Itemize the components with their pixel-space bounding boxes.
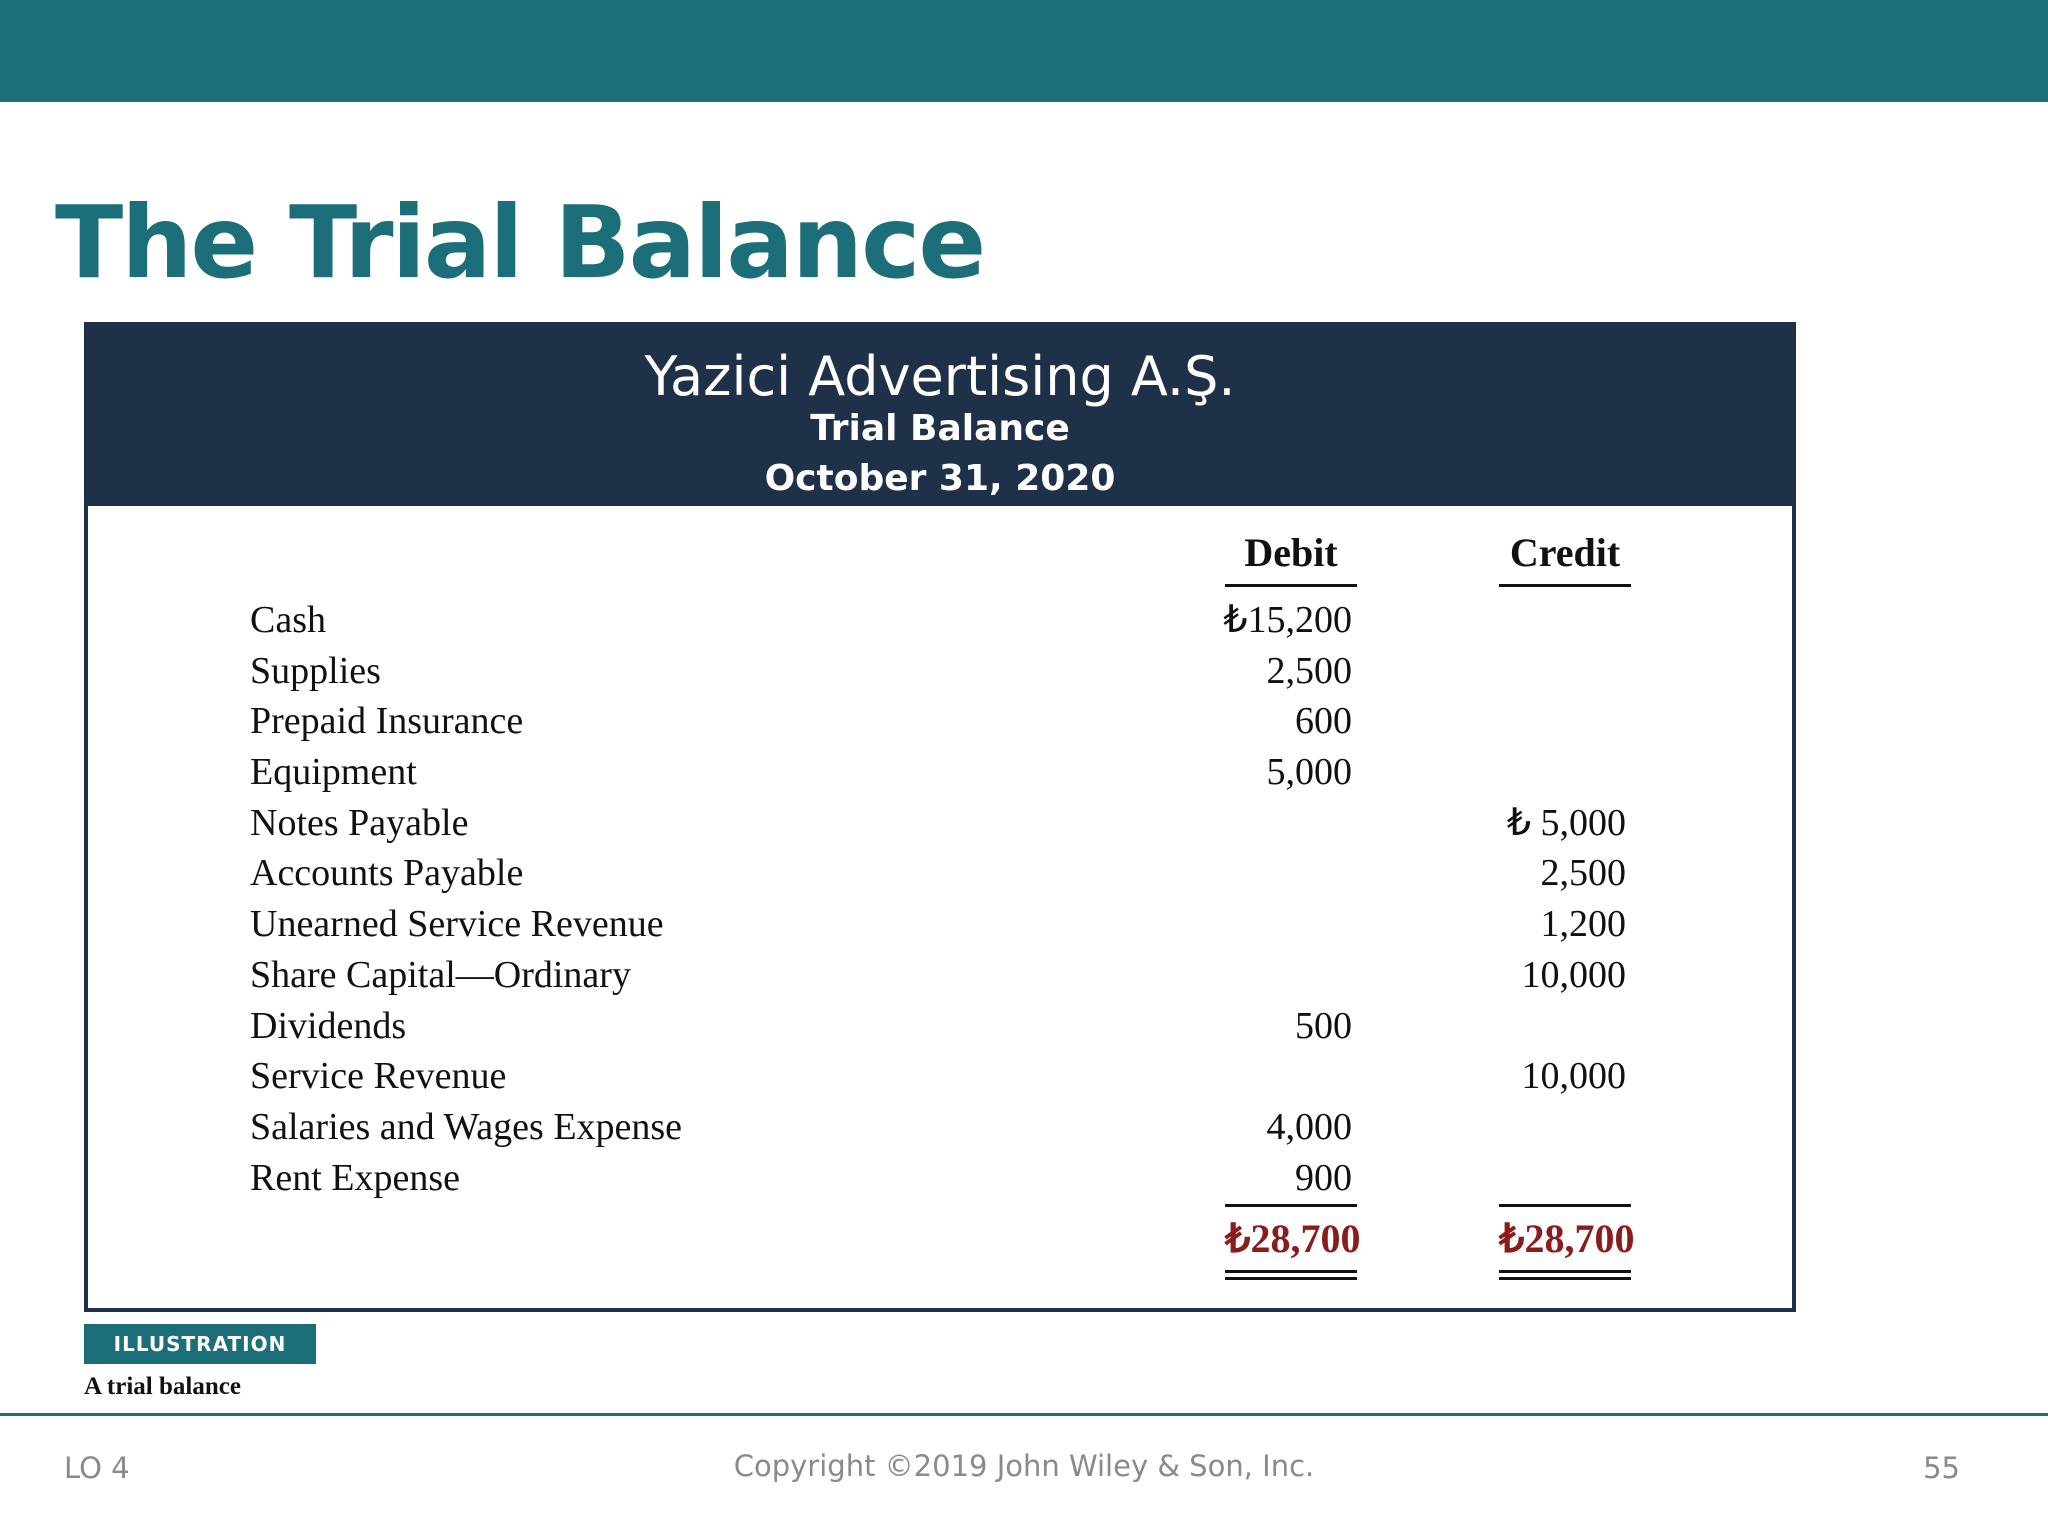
- table-row: Supplies 2,500: [88, 646, 1792, 697]
- statement-name: Trial Balance: [810, 408, 1070, 449]
- debit-total-rule: [1225, 1204, 1357, 1207]
- company-name: Yazici Advertising A.Ş.: [644, 345, 1236, 408]
- credit-amount: 2,500: [1540, 852, 1627, 895]
- account-name: Cash: [250, 599, 326, 641]
- top-banner: [0, 0, 2048, 102]
- learning-objective: LO 4: [64, 1451, 130, 1485]
- table-row: Accounts Payable 2,500: [88, 848, 1792, 899]
- debit-amount: 900: [1295, 1156, 1352, 1199]
- debit-amount: 600: [1295, 700, 1352, 743]
- account-name: Accounts Payable: [250, 852, 524, 895]
- debit-amount: 4,000: [1266, 1105, 1353, 1148]
- account-name: Service Revenue: [250, 1055, 507, 1098]
- credit-amount: 10,000: [1521, 1055, 1627, 1098]
- credit-total: ₺28,700: [1499, 1216, 1635, 1261]
- credit-column-header: Credit: [1499, 526, 1631, 587]
- account-name: Equipment: [250, 751, 417, 794]
- footer-divider: [0, 1413, 2048, 1416]
- table-row: Salaries and Wages Expense 4,000: [88, 1102, 1792, 1153]
- account-name: Notes Payable: [250, 801, 469, 844]
- table-row: Dividends 500: [88, 1001, 1792, 1052]
- table-row: Notes Payable ₺ 5,000: [88, 798, 1792, 849]
- page-number: 55: [1923, 1451, 1960, 1485]
- table-row: Prepaid Insurance 600: [88, 696, 1792, 747]
- statement-header: Yazici Advertising A.Ş. Trial Balance Oc…: [88, 326, 1792, 506]
- credit-amount: ₺ 5,000: [1506, 801, 1626, 844]
- slide-title: The Trial Balance: [55, 184, 986, 301]
- credit-amount: 10,000: [1521, 953, 1627, 996]
- trial-balance-statement: Yazici Advertising A.Ş. Trial Balance Oc…: [84, 322, 1796, 1312]
- debit-amount: 500: [1295, 1004, 1352, 1047]
- account-name: Rent Expense: [250, 1156, 461, 1199]
- account-name: Salaries and Wages Expense: [250, 1105, 683, 1148]
- account-name: Share Capital—Ordinary: [250, 953, 631, 996]
- account-name: Dividends: [250, 1004, 407, 1047]
- account-rows: Cash ₺15,200 Supplies 2,500 Prepaid Insu…: [88, 595, 1792, 1203]
- copyright-notice: Copyright ©2019 John Wiley & Son, Inc.: [733, 1449, 1315, 1483]
- account-name: Prepaid Insurance: [250, 700, 524, 743]
- table-row: Rent Expense 900: [88, 1153, 1792, 1204]
- illustration-caption: A trial balance: [84, 1373, 241, 1400]
- debit-column-header: Debit: [1225, 526, 1357, 587]
- credit-total-rule: [1499, 1204, 1631, 1207]
- debit-total: ₺28,700: [1225, 1216, 1361, 1261]
- table-row: Cash ₺15,200: [88, 595, 1792, 646]
- table-row: Service Revenue 10,000: [88, 1051, 1792, 1102]
- debit-amount: 5,000: [1266, 751, 1353, 794]
- account-name: Unearned Service Revenue: [250, 903, 664, 946]
- debit-amount: ₺15,200: [1223, 599, 1352, 641]
- table-row: Equipment 5,000: [88, 747, 1792, 798]
- table-row: Unearned Service Revenue 1,200: [88, 899, 1792, 950]
- statement-date: October 31, 2020: [764, 458, 1116, 499]
- account-name: Supplies: [250, 649, 381, 692]
- debit-amount: 2,500: [1266, 649, 1353, 692]
- credit-amount: 1,200: [1540, 903, 1627, 946]
- illustration-badge: ILLUSTRATION 2.32: [84, 1324, 316, 1396]
- credit-double-rule: [1499, 1270, 1631, 1280]
- table-row: Share Capital—Ordinary 10,000: [88, 950, 1792, 1001]
- debit-double-rule: [1225, 1270, 1357, 1280]
